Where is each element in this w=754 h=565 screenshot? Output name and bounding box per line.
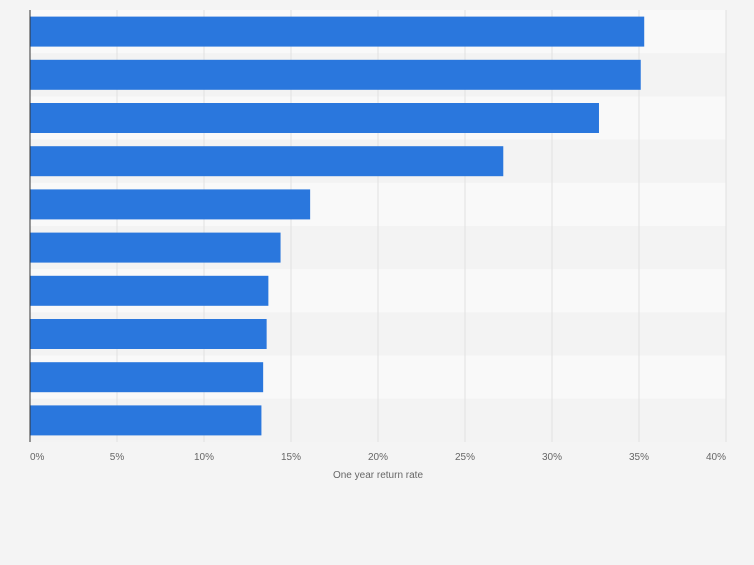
bar — [30, 59, 641, 90]
x-tick-label: 0% — [30, 452, 45, 463]
bar — [30, 232, 281, 263]
bar — [30, 275, 269, 306]
bars — [30, 16, 645, 436]
x-tick-label: 35% — [629, 452, 649, 463]
bar — [30, 146, 504, 177]
bar — [30, 319, 267, 349]
bar — [30, 103, 599, 133]
bar — [30, 405, 262, 436]
x-tick-label: 10% — [194, 452, 214, 463]
x-tick-label: 30% — [542, 452, 562, 463]
x-axis-title: One year return rate — [333, 470, 423, 481]
x-axis-ticks: 0% 5% 10% 15% 20% 25% 30% 35% 40% — [30, 452, 726, 463]
bar — [30, 16, 645, 47]
x-tick-label: 15% — [281, 452, 301, 463]
x-tick-label: 25% — [455, 452, 475, 463]
x-tick-label: 5% — [110, 452, 125, 463]
bar — [30, 189, 311, 220]
bar — [30, 362, 264, 393]
x-tick-label: 20% — [368, 452, 388, 463]
x-tick-label: 40% — [706, 452, 726, 463]
